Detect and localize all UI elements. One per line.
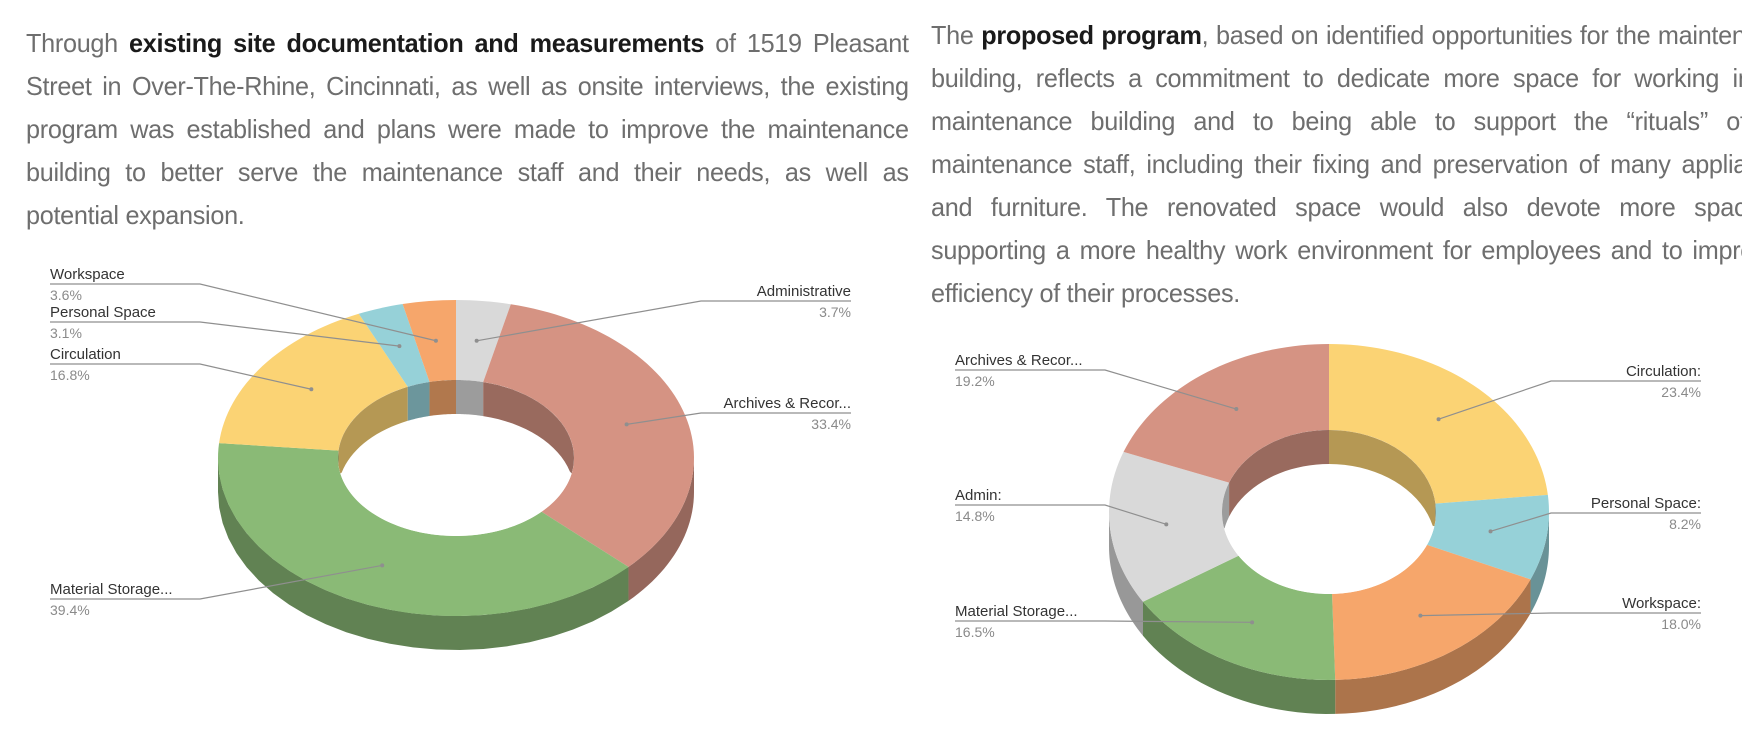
leader-dot-3	[1250, 620, 1255, 625]
slice-value-1: 33.4%	[811, 416, 851, 432]
slice-value-5: 19.2%	[955, 373, 995, 389]
slice-label-3: Circulation	[50, 346, 121, 363]
leader-dot-1	[1488, 529, 1493, 534]
leader-dot-5	[1234, 407, 1239, 412]
existing-text-bold: existing site documentation and measurem…	[129, 28, 705, 58]
slice-label-1: Personal Space:	[1591, 495, 1701, 512]
slice-value-4: 3.1%	[50, 325, 82, 341]
leader-line-5	[50, 283, 437, 342]
slice-side-4	[1109, 512, 1143, 636]
proposed-text-before: The	[931, 20, 982, 50]
slice-label-0: Administrative	[757, 283, 851, 300]
slice-value-1: 8.2%	[1669, 516, 1701, 532]
slice-label-2: Workspace:	[1622, 595, 1701, 612]
slice-inner-wall-4-0	[1222, 482, 1230, 529]
slice-value-0: 3.7%	[819, 304, 851, 320]
leader-dot-2	[1418, 613, 1423, 618]
slice-label-4: Personal Space	[50, 304, 156, 321]
leader-line-5	[955, 369, 1237, 410]
slice-value-2: 18.0%	[1661, 616, 1701, 632]
leader-dot-0	[1436, 417, 1441, 422]
slice-inner-wall-0-0	[456, 380, 484, 417]
slice-value-3: 16.8%	[50, 367, 90, 383]
slice-2	[218, 443, 629, 616]
slice-5	[402, 300, 456, 382]
slice-value-3: 16.5%	[955, 624, 995, 640]
slice-inner-wall-2-0	[338, 450, 339, 466]
slice-2	[1332, 544, 1531, 680]
leader-dot-0	[474, 338, 479, 343]
slice-side-3	[1142, 601, 1336, 714]
slice-1	[1427, 494, 1549, 580]
leader-line-4	[50, 321, 400, 347]
slice-value-5: 3.6%	[50, 287, 82, 303]
slice-inner-wall-3-0	[338, 386, 408, 474]
slice-inner-wall-4-0	[407, 381, 430, 421]
leader-line-3	[955, 620, 1253, 623]
slice-0	[456, 300, 511, 383]
proposed-program-paragraph: The proposed program, based on identifie…	[931, 14, 1742, 315]
slice-3	[219, 313, 408, 451]
slice-label-4: Admin:	[955, 487, 1002, 504]
leader-dot-4	[1164, 522, 1169, 527]
leader-line-2	[1420, 612, 1701, 617]
slice-5	[1123, 344, 1329, 483]
slice-label-0: Circulation:	[1626, 363, 1701, 380]
existing-text-before: Through	[26, 28, 130, 58]
leader-line-1	[626, 412, 851, 425]
leader-dot-1	[624, 422, 629, 427]
proposed-text-after: , based on identified opportunities for …	[931, 20, 1742, 308]
leader-line-4	[955, 504, 1167, 525]
slice-side-2	[218, 458, 629, 650]
slice-inner-wall-5-0	[429, 380, 456, 416]
leader-line-3	[50, 363, 312, 390]
proposed-text-bold: proposed program	[981, 20, 1202, 50]
donut-chart-2: Circulation: 23.4% Personal Space: 8.2% Work…	[955, 344, 1701, 714]
slice-0	[1329, 344, 1548, 504]
leader-line-1	[1490, 512, 1701, 532]
slice-label-5: Archives & Recor...	[955, 352, 1083, 369]
slice-inner-wall-5-0	[1229, 430, 1329, 517]
slice-side-1	[628, 458, 694, 601]
leader-dot-3	[309, 387, 314, 392]
leader-dot-4	[397, 344, 402, 349]
leader-line-2	[50, 564, 383, 600]
slice-label-2: Material Storage...	[50, 581, 173, 598]
slice-side-1	[1530, 512, 1549, 614]
slice-value-4: 14.8%	[955, 508, 995, 524]
existing-text-after: of 1519 Pleasant Street in Over-The-Rhin…	[26, 28, 909, 230]
existing-program-paragraph: Through existing site documentation and …	[26, 22, 909, 237]
slice-3	[1142, 555, 1336, 680]
leader-dot-2	[380, 563, 385, 568]
slice-value-2: 39.4%	[50, 602, 90, 618]
slice-label-5: Workspace	[50, 266, 125, 283]
slice-1	[483, 304, 694, 567]
leader-line-0	[476, 300, 851, 342]
slice-inner-wall-1-0	[1435, 503, 1436, 521]
slice-value-0: 23.4%	[1661, 384, 1701, 400]
donut-chart-1: Administrative 3.7% Archives & Recor... 33.…	[50, 266, 851, 650]
leader-line-0	[1438, 380, 1701, 420]
slice-label-3: Material Storage...	[955, 603, 1078, 620]
slice-label-1: Archives & Recor...	[723, 395, 851, 412]
slice-4	[1109, 451, 1239, 602]
leader-dot-5	[433, 338, 438, 343]
slice-inner-wall-0-0	[1329, 430, 1436, 527]
slice-inner-wall-1-0	[483, 382, 574, 474]
slice-side-2	[1335, 579, 1531, 714]
